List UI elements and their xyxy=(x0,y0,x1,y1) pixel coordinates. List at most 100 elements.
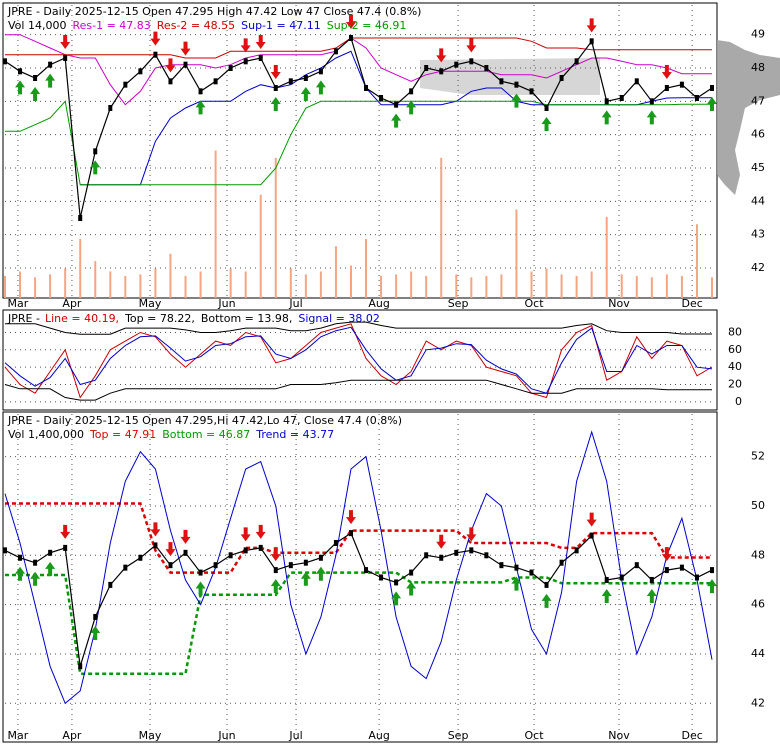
series-line xyxy=(4,430,713,705)
sell-arrow xyxy=(661,65,672,79)
x-tick-label: Oct xyxy=(525,297,545,310)
close-mark xyxy=(364,567,369,574)
y-tick-label: 50 xyxy=(751,499,765,512)
close-mark xyxy=(153,542,158,549)
close-mark xyxy=(93,613,98,620)
volume-bar xyxy=(515,209,518,298)
volume-bar xyxy=(94,261,97,298)
buy-arrow xyxy=(511,576,522,591)
close-mark xyxy=(544,105,549,111)
close-mark xyxy=(514,81,519,88)
close-mark xyxy=(484,65,489,71)
volume-bar xyxy=(665,274,668,298)
buy-arrow xyxy=(270,97,281,111)
volume-bar xyxy=(334,246,337,298)
buy-arrow xyxy=(601,588,612,603)
close-mark xyxy=(63,544,68,551)
close-mark xyxy=(634,78,639,85)
close-mark xyxy=(499,78,504,85)
sell-arrow xyxy=(466,38,477,53)
buy-arrow xyxy=(15,80,26,95)
volume-bar xyxy=(109,271,112,298)
sell-arrow xyxy=(255,35,266,49)
buy-arrow xyxy=(707,97,717,111)
buy-arrow xyxy=(45,561,56,576)
volume-bar xyxy=(154,268,157,298)
close-mark xyxy=(123,81,128,88)
buy-arrow xyxy=(601,110,612,125)
buy-arrow xyxy=(300,571,311,586)
close-line xyxy=(4,532,713,667)
close-mark xyxy=(454,549,459,556)
close-mark xyxy=(544,581,549,588)
close-mark xyxy=(303,75,308,81)
close-mark xyxy=(469,58,474,65)
x-tick-label: May xyxy=(139,297,162,310)
y-tick-label: 48 xyxy=(751,548,765,561)
close-mark xyxy=(649,98,654,105)
volume-bar xyxy=(695,224,698,298)
close-mark xyxy=(589,38,594,45)
buy-arrow xyxy=(541,117,552,131)
volume-bar xyxy=(560,274,563,298)
sell-arrow xyxy=(270,547,281,562)
legend-entry: Sup-2 = 46.91 xyxy=(327,19,407,32)
buy-arrow xyxy=(15,566,26,581)
panel-frame xyxy=(2,309,718,411)
close-mark xyxy=(694,95,699,101)
buy-arrow xyxy=(646,588,657,603)
y-tick-label: 45 xyxy=(751,161,765,174)
volume-profile xyxy=(717,40,780,195)
close-mark xyxy=(514,564,519,571)
series-line xyxy=(4,323,713,399)
sell-arrow xyxy=(586,18,597,33)
close-mark xyxy=(664,85,669,91)
volume-profile-band xyxy=(420,58,600,95)
close-mark xyxy=(198,569,203,576)
volume-bar xyxy=(184,275,187,298)
close-mark xyxy=(379,574,384,581)
chart-title: JPRE - Daily 2025-12-15 Open 47.295 High… xyxy=(7,5,421,18)
close-mark xyxy=(619,574,624,581)
close-mark xyxy=(138,554,143,561)
y-tick-label: 0 xyxy=(735,395,742,408)
buy-arrow xyxy=(90,160,101,175)
close-mark xyxy=(318,554,323,561)
sell-arrow xyxy=(240,527,251,542)
volume-bar xyxy=(349,265,352,298)
close-mark xyxy=(710,85,714,91)
close-mark xyxy=(48,61,53,68)
close-mark xyxy=(424,65,429,71)
buy-arrow xyxy=(315,566,326,581)
legend-entry: Bottom = 46.87 xyxy=(162,428,250,441)
sell-arrow xyxy=(180,41,191,56)
close-mark xyxy=(63,55,68,61)
y-tick-label: 42 xyxy=(751,261,765,274)
close-mark xyxy=(574,547,579,554)
x-tick-label: Sep xyxy=(448,729,469,742)
series-line xyxy=(5,321,712,335)
legend-entry: Res-2 = 48.55 xyxy=(157,19,235,32)
sell-arrow xyxy=(165,542,176,557)
close-mark xyxy=(153,51,158,58)
buy-arrow xyxy=(30,571,41,586)
y-tick-label: 48 xyxy=(751,61,765,74)
buy-arrow xyxy=(300,87,311,101)
volume-bar xyxy=(49,274,52,298)
volume-bar xyxy=(289,268,292,298)
volume-bar xyxy=(440,157,443,298)
x-tick-label: Apr xyxy=(62,729,82,742)
close-mark xyxy=(589,532,594,539)
series-line xyxy=(5,502,712,574)
close-mark xyxy=(18,68,23,75)
close-mark xyxy=(364,85,369,91)
close-mark xyxy=(559,559,564,566)
close-mark xyxy=(168,562,173,569)
close-mark xyxy=(228,65,233,71)
close-mark xyxy=(664,567,669,574)
x-tick-label: Jun xyxy=(217,297,235,310)
close-mark xyxy=(213,562,218,569)
legend-entry: Bottom = 13.98, xyxy=(201,312,293,325)
volume-label: Vol 14,000 xyxy=(8,19,66,32)
close-mark xyxy=(348,35,353,41)
